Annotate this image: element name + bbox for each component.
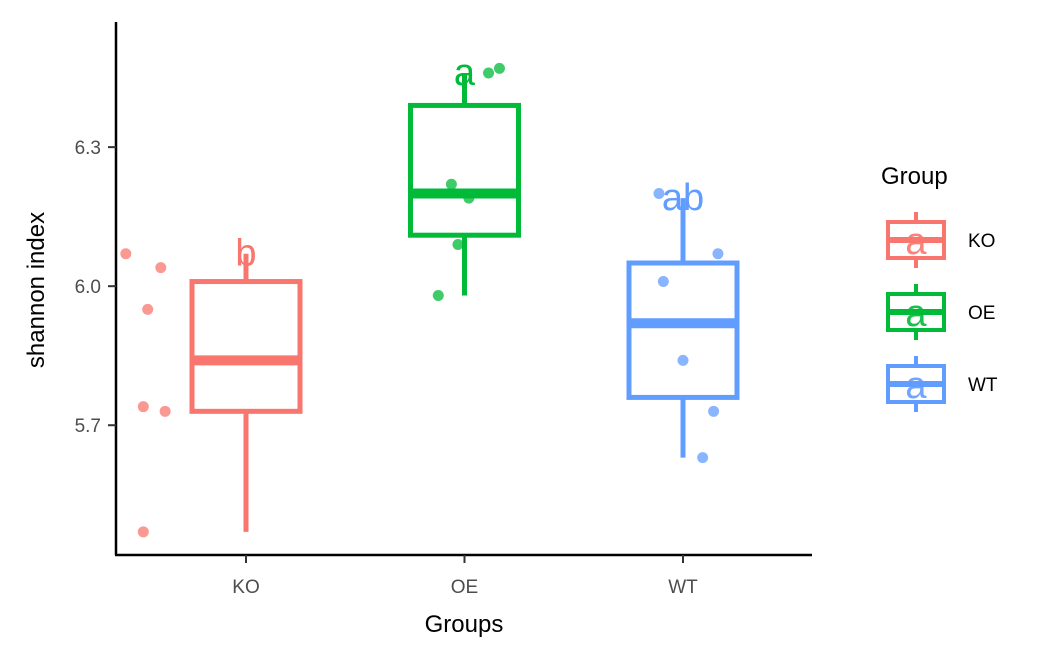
data-point (159, 405, 171, 417)
x-tick-label: KO (232, 577, 259, 598)
data-point (445, 178, 457, 190)
data-point (653, 187, 665, 199)
iqr-box (189, 279, 303, 414)
y-axis-title: shannon index (23, 212, 50, 368)
iqr-box (626, 260, 740, 400)
data-point (463, 192, 475, 204)
legend-letter-glyph: a (905, 293, 927, 335)
data-point (483, 67, 495, 79)
data-point (708, 405, 720, 417)
y-ticks: 5.7 6.0 6.3 (75, 138, 116, 437)
x-tick-label: WT (668, 577, 698, 598)
legend-title: Group (881, 163, 948, 190)
data-point (432, 289, 444, 301)
box-group-oe: a (408, 52, 521, 301)
data-point (137, 526, 149, 538)
y-tick-label: 6.3 (75, 138, 101, 159)
legend-letter-glyph: a (905, 221, 927, 263)
axes: 5.7 6.0 6.3 KO OE WT Groups shannon index (23, 22, 812, 638)
legend-key-wt: a WT (886, 356, 998, 412)
x-tick-label: OE (451, 577, 478, 598)
data-point (155, 262, 167, 274)
box-group-ko: b (120, 233, 303, 538)
significance-letter: ab (662, 177, 704, 219)
data-point (697, 452, 709, 464)
legend-label: WT (968, 375, 998, 396)
significance-letter: a (454, 52, 476, 94)
plot-area: b a ab (120, 52, 740, 538)
data-point (493, 62, 505, 74)
significance-letter: b (235, 233, 256, 275)
data-point (657, 276, 669, 288)
data-point (452, 238, 464, 250)
x-ticks: KO OE WT (232, 555, 698, 598)
data-point (142, 303, 154, 315)
iqr-box (408, 102, 521, 238)
data-point (120, 248, 132, 260)
data-point (137, 401, 149, 413)
y-tick-label: 5.7 (75, 416, 101, 437)
data-point (712, 248, 724, 260)
x-axis-title: Groups (425, 611, 504, 638)
legend-label: KO (968, 231, 995, 252)
legend-key-oe: a OE (886, 284, 995, 340)
legend-label: OE (968, 303, 995, 324)
legend-key-ko: a KO (886, 212, 995, 268)
data-point (677, 354, 689, 366)
legend-letter-glyph: a (905, 365, 927, 407)
legend: Group a KO a OE a WT (881, 163, 998, 412)
box-group-wt: ab (626, 177, 740, 464)
y-tick-label: 6.0 (75, 277, 101, 298)
